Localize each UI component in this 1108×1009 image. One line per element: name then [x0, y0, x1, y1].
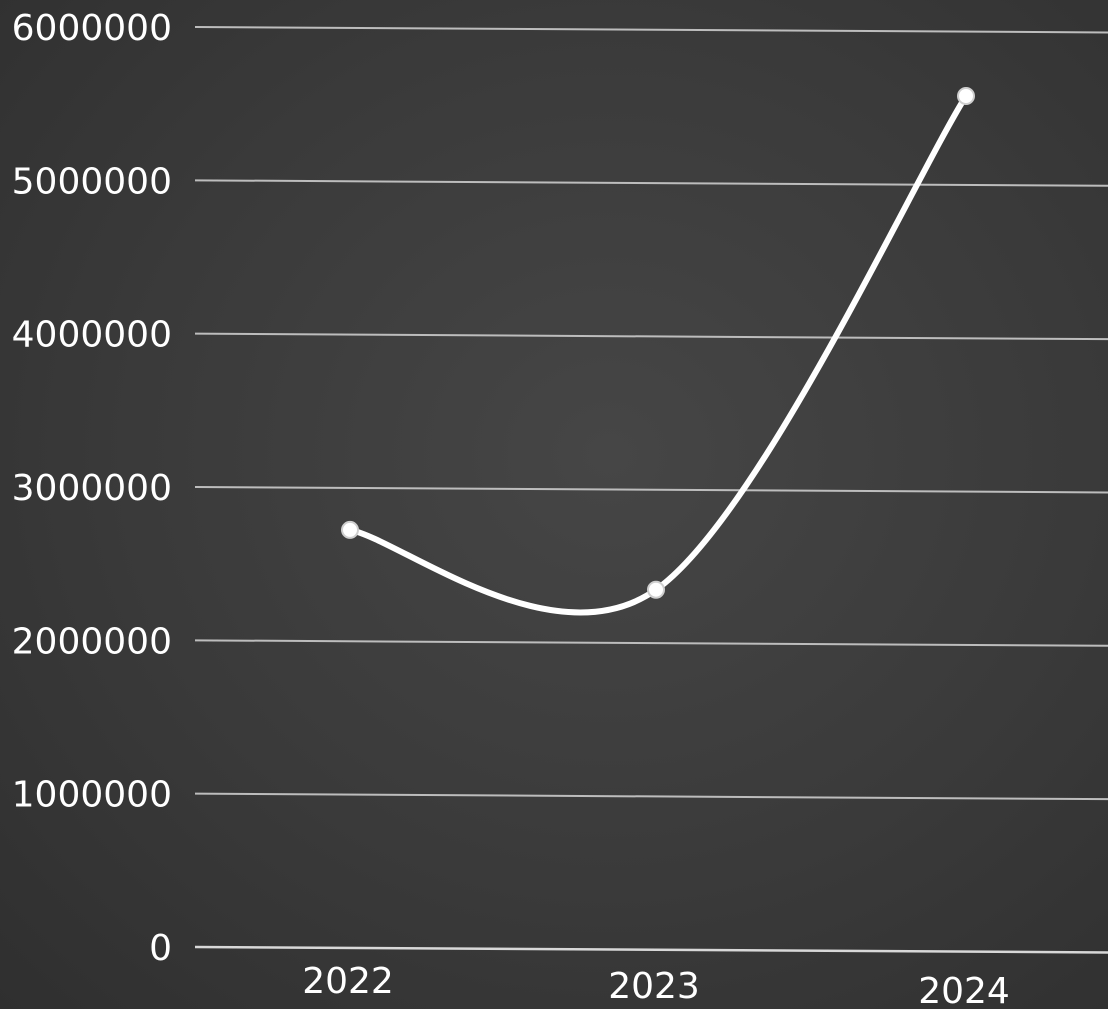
grid-lines	[194, 26, 1108, 954]
x-tick-label: 2024	[918, 971, 1010, 1009]
gridline	[194, 486, 1108, 494]
series-line	[347, 93, 969, 616]
x-tick-label: 2022	[302, 961, 394, 1002]
y-axis-ticks: 0 1000000 2000000 3000000 4000000 5000000 6000…	[12, 8, 172, 969]
x-axis-ticks: 2022 2023 2024	[302, 961, 1010, 1009]
gridline	[194, 792, 1108, 801]
data-point-2022	[341, 520, 359, 539]
series-layer	[347, 93, 969, 616]
gridline	[194, 639, 1108, 647]
gridline	[194, 332, 1108, 341]
x-tick-label: 2023	[608, 966, 700, 1007]
y-tick-label: 0	[149, 928, 172, 969]
x-axis-baseline	[194, 945, 1108, 954]
y-tick-label: 3000000	[12, 468, 172, 509]
y-tick-label: 2000000	[12, 621, 172, 662]
y-tick-label: 5000000	[12, 161, 172, 202]
gridline	[194, 26, 1108, 34]
y-tick-label: 6000000	[12, 8, 172, 49]
data-points	[341, 87, 975, 599]
data-point-2023	[647, 580, 665, 599]
y-tick-label: 1000000	[12, 775, 172, 816]
data-point-2024	[957, 87, 975, 105]
gridline	[194, 179, 1108, 187]
y-tick-label: 4000000	[12, 315, 172, 356]
